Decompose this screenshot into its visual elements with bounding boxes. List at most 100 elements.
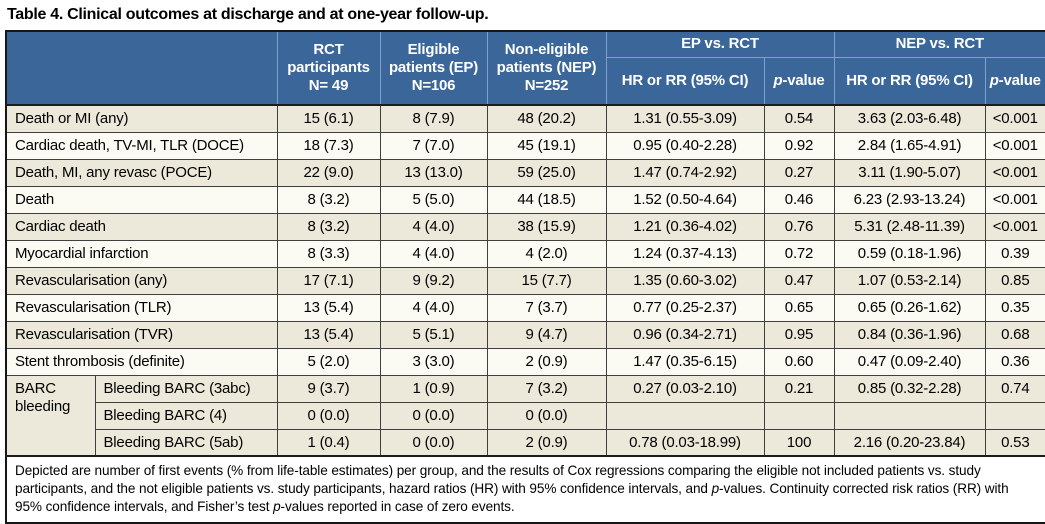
table-row: Bleeding BARC (5ab) 1 (0.4) 0 (0.0) 2 (0… [6, 428, 1045, 457]
cell-rct: 8 (3.3) [276, 239, 381, 268]
row-label: Revascularisation (TVR) [5, 320, 278, 349]
row-label: Revascularisation (any) [5, 266, 278, 295]
cell-ep: 9 (9.2) [379, 266, 488, 295]
cell-ep-hr [605, 401, 765, 430]
cell-ep-p: 0.47 [763, 266, 835, 295]
header-row-groups: RCT participants N= 49 Eligible patients… [5, 30, 1045, 106]
cell-ep-p: 0.65 [763, 293, 835, 322]
cell-nep: 7 (3.7) [486, 293, 607, 322]
cell-nep-hr: 5.31 (2.48-11.39) [833, 212, 986, 241]
table-row: Cardiac death 8 (3.2) 4 (4.0) 38 (15.9) … [5, 212, 1045, 241]
cell-nep-p: <0.001 [984, 104, 1045, 133]
cell-ep-p: 100 [763, 428, 835, 457]
cell-nep: 15 (7.7) [486, 266, 607, 295]
row-label: Bleeding BARC (4) [94, 401, 278, 430]
cell-nep: 4 (2.0) [486, 239, 607, 268]
cell-ep-hr: 1.21 (0.36-4.02) [605, 212, 765, 241]
table-footnote: Depicted are number of first events (% f… [5, 454, 1045, 524]
row-label: Bleeding BARC (5ab) [94, 428, 278, 457]
row-label: Cardiac death [5, 212, 278, 241]
cell-nep: 45 (19.1) [486, 131, 607, 160]
group-header-ep-vs-rct: EP vs. RCT [605, 30, 835, 58]
header-row-sub: HR or RR (95% CI) p-value HR or RR (95% … [6, 56, 1045, 106]
p-symbol: p [273, 499, 281, 515]
column-header-nep-pvalue: p-value [984, 56, 1045, 106]
cell-nep-p [984, 401, 1045, 430]
table-row: Revascularisation (TLR) 13 (5.4) 4 (4.0)… [5, 293, 1045, 322]
table-row: Cardiac death, TV-MI, TLR (DOCE) 18 (7.3… [5, 131, 1045, 160]
cell-ep-hr: 0.77 (0.25-2.37) [605, 293, 765, 322]
cell-nep-p: <0.001 [984, 185, 1045, 214]
cell-nep-p: 0.35 [984, 293, 1045, 322]
cell-ep: 3 (3.0) [379, 347, 488, 376]
cell-rct: 0 (0.0) [276, 401, 381, 430]
cell-nep-hr: 3.11 (1.90-5.07) [833, 158, 986, 187]
cell-rct: 8 (3.2) [276, 212, 381, 241]
cell-ep-p [763, 401, 835, 430]
cell-nep: 9 (4.7) [486, 320, 607, 349]
row-label: Cardiac death, TV-MI, TLR (DOCE) [5, 131, 278, 160]
cell-nep: 44 (18.5) [486, 185, 607, 214]
cell-ep-p: 0.72 [763, 239, 835, 268]
cell-ep-hr: 1.47 (0.35-6.15) [605, 347, 765, 376]
cell-nep-p: 0.85 [984, 266, 1045, 295]
cell-ep-hr: 1.24 (0.37-4.13) [605, 239, 765, 268]
cell-nep: 2 (0.9) [486, 347, 607, 376]
cell-ep: 5 (5.1) [379, 320, 488, 349]
cell-ep: 0 (0.0) [379, 401, 488, 430]
cell-nep-hr: 0.47 (0.09-2.40) [833, 347, 986, 376]
table-row: Death or MI (any) 15 (6.1) 8 (7.9) 48 (2… [5, 104, 1045, 133]
cell-ep-p: 0.21 [763, 374, 835, 403]
cell-nep-hr: 3.63 (2.03-6.48) [833, 104, 986, 133]
cell-ep-p: 0.95 [763, 320, 835, 349]
cell-rct: 17 (7.1) [276, 266, 381, 295]
cell-ep: 4 (4.0) [379, 239, 488, 268]
cell-ep-p: 0.27 [763, 158, 835, 187]
cell-nep: 2 (0.9) [486, 428, 607, 457]
p-suffix: -value [782, 71, 825, 89]
cell-ep-hr: 0.78 (0.03-18.99) [605, 428, 765, 457]
cell-nep-p: 0.68 [984, 320, 1045, 349]
cell-ep: 4 (4.0) [379, 212, 488, 241]
cell-ep: 4 (4.0) [379, 293, 488, 322]
cell-nep-p: <0.001 [984, 131, 1045, 160]
footnote-text: -values. Continuity corrected risk ratio… [15, 481, 1009, 515]
cell-rct: 5 (2.0) [276, 347, 381, 376]
column-header-nep-hr: HR or RR (95% CI) [833, 56, 986, 106]
cell-ep-hr: 1.35 (0.60-3.02) [605, 266, 765, 295]
table-row: Revascularisation (any) 17 (7.1) 9 (9.2)… [5, 266, 1045, 295]
cell-ep: 8 (7.9) [379, 104, 488, 133]
cell-nep-p: 0.36 [984, 347, 1045, 376]
column-header-ep-hr: HR or RR (95% CI) [605, 56, 765, 106]
cell-nep: 38 (15.9) [486, 212, 607, 241]
cell-ep-p: 0.46 [763, 185, 835, 214]
column-header-ep-pvalue: p-value [763, 56, 835, 106]
cell-nep-hr: 0.85 (0.32-2.28) [833, 374, 986, 403]
column-header-nep: Non-eligible patients (NEP) N=252 [486, 30, 607, 106]
footnote-row: Depicted are number of first events (% f… [5, 454, 1045, 524]
cell-nep-hr [833, 401, 986, 430]
table-title: Table 4. Clinical outcomes at discharge … [7, 6, 489, 23]
cell-nep-hr: 1.07 (0.53-2.14) [833, 266, 986, 295]
cell-nep-hr: 0.65 (0.26-1.62) [833, 293, 986, 322]
cell-nep-p: 0.53 [984, 428, 1045, 457]
cell-nep-hr: 6.23 (2.93-13.24) [833, 185, 986, 214]
cell-ep: 13 (13.0) [379, 158, 488, 187]
table-row: Revascularisation (TVR) 13 (5.4) 5 (5.1)… [5, 320, 1045, 349]
cell-rct: 13 (5.4) [276, 320, 381, 349]
p-suffix: -value [998, 71, 1041, 89]
cell-ep-hr: 0.95 (0.40-2.28) [605, 131, 765, 160]
cell-rct: 13 (5.4) [276, 293, 381, 322]
clinical-outcomes-table: RCT participants N= 49 Eligible patients… [5, 30, 1045, 524]
cell-ep: 7 (7.0) [379, 131, 488, 160]
row-label: Death or MI (any) [5, 104, 278, 133]
cell-rct: 22 (9.0) [276, 158, 381, 187]
p-symbol: p [989, 71, 999, 89]
row-label: Death [5, 185, 278, 214]
cell-nep-hr: 2.84 (1.65-4.91) [833, 131, 986, 160]
footnote-text: -values reported in case of zero events. [280, 499, 515, 515]
row-label: Myocardial infarction [5, 239, 278, 268]
cell-ep: 0 (0.0) [379, 428, 488, 457]
cell-nep-hr: 0.84 (0.36-1.96) [833, 320, 986, 349]
